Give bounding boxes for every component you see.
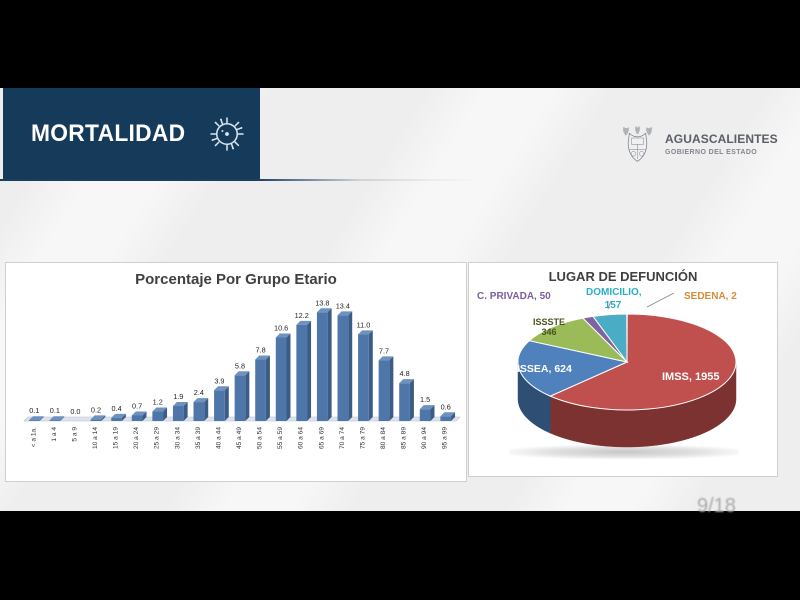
svg-text:40 a 44: 40 a 44 [215, 427, 222, 449]
svg-text:0.4: 0.4 [111, 404, 121, 413]
svg-text:75 a 79: 75 a 79 [359, 427, 366, 449]
svg-text:65 a 69: 65 a 69 [318, 427, 325, 449]
svg-text:50 a 54: 50 a 54 [257, 427, 264, 449]
svg-text:7.7: 7.7 [379, 346, 389, 355]
svg-text:7.8: 7.8 [255, 346, 265, 355]
svg-text:< a 1a.: < a 1a. [30, 427, 37, 448]
svg-text:45 a 49: 45 a 49 [236, 427, 243, 449]
svg-text:3.9: 3.9 [214, 376, 224, 385]
svg-text:0.0: 0.0 [70, 407, 80, 416]
svg-text:20 a 24: 20 a 24 [133, 427, 140, 449]
svg-text:95 a 99: 95 a 99 [442, 427, 449, 449]
svg-text:12.2: 12.2 [295, 311, 309, 320]
svg-text:85 a 89: 85 a 89 [401, 427, 408, 449]
svg-text:90 a 94: 90 a 94 [421, 427, 428, 449]
svg-text:2.4: 2.4 [194, 388, 204, 397]
svg-text:30 a 34: 30 a 34 [174, 427, 181, 449]
svg-text:1.5: 1.5 [420, 395, 430, 404]
svg-text:0.1: 0.1 [29, 406, 39, 415]
svg-text:35 a 39: 35 a 39 [195, 427, 202, 449]
svg-text:1 a 4: 1 a 4 [51, 427, 58, 442]
svg-text:13.8: 13.8 [315, 298, 329, 307]
svg-text:13.4: 13.4 [336, 301, 350, 310]
svg-text:10.6: 10.6 [274, 323, 288, 332]
svg-text:70 a 74: 70 a 74 [339, 427, 346, 449]
svg-text:0.7: 0.7 [132, 401, 142, 410]
svg-text:1.9: 1.9 [173, 392, 183, 401]
svg-text:0.1: 0.1 [50, 406, 60, 415]
svg-text:80 a 84: 80 a 84 [380, 427, 387, 449]
svg-text:0.2: 0.2 [91, 405, 101, 414]
svg-text:15 a 19: 15 a 19 [113, 427, 120, 449]
svg-text:11.0: 11.0 [357, 320, 371, 329]
svg-text:0.6: 0.6 [441, 402, 451, 411]
svg-text:4.8: 4.8 [399, 369, 409, 378]
svg-text:1.2: 1.2 [153, 398, 163, 407]
svg-text:60 a 64: 60 a 64 [298, 427, 305, 449]
svg-text:5 a 9: 5 a 9 [71, 427, 78, 442]
svg-text:5.8: 5.8 [235, 361, 245, 370]
svg-text:25 a 29: 25 a 29 [154, 427, 161, 449]
svg-text:55 a 59: 55 a 59 [277, 427, 284, 449]
svg-text:10 a 14: 10 a 14 [92, 427, 99, 449]
